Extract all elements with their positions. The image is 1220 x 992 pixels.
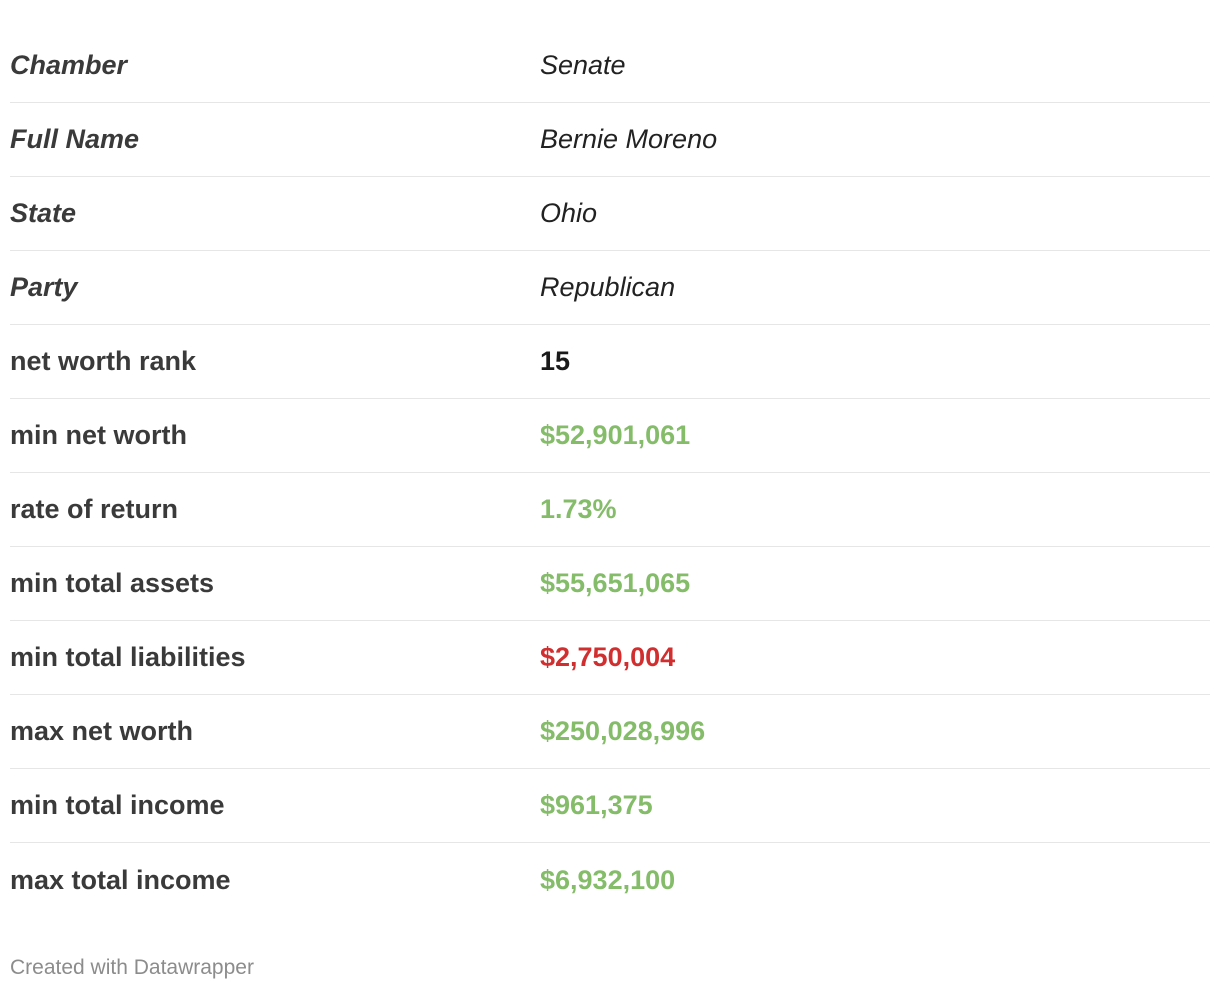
row-label: max net worth: [10, 716, 194, 746]
table-row: rate of return 1.73%: [10, 473, 1210, 547]
table-row: Full Name Bernie Moreno: [10, 103, 1210, 177]
table-row: min total income $961,375: [10, 769, 1210, 843]
table-row: net worth rank 15: [10, 325, 1210, 399]
row-value: Bernie Moreno: [540, 124, 718, 154]
table-row: Party Republican: [10, 251, 1210, 325]
row-label: Full Name: [10, 124, 140, 154]
row-value: Republican: [540, 272, 676, 302]
table-row: min net worth $52,901,061: [10, 399, 1210, 473]
row-value: Senate: [540, 50, 626, 80]
table-row: min total assets $55,651,065: [10, 547, 1210, 621]
row-label: net worth rank: [10, 346, 197, 376]
row-value: 15: [540, 346, 571, 376]
row-label: min total income: [10, 790, 225, 820]
table-row: max net worth $250,028,996: [10, 695, 1210, 769]
table-row: State Ohio: [10, 177, 1210, 251]
table-row: max total income $6,932,100: [10, 843, 1210, 917]
table-row: min total liabilities $2,750,004: [10, 621, 1210, 695]
row-value: $250,028,996: [540, 716, 706, 746]
row-value: $2,750,004: [540, 642, 676, 672]
table-row: Chamber Senate: [10, 29, 1210, 103]
row-label: min net worth: [10, 420, 187, 450]
row-label: Chamber: [10, 50, 128, 80]
row-value: $6,932,100: [540, 864, 676, 895]
footer-credit: Created with Datawrapper: [10, 956, 254, 979]
row-label: min total liabilities: [10, 642, 246, 672]
row-value: 1.73%: [540, 494, 617, 524]
row-value: $961,375: [540, 790, 653, 820]
row-label: Party: [10, 272, 78, 302]
row-value: Ohio: [540, 198, 598, 228]
row-value: $52,901,061: [540, 420, 691, 450]
row-label: min total assets: [10, 568, 215, 598]
row-label: State: [10, 198, 77, 228]
row-label: max total income: [10, 864, 231, 895]
row-label: rate of return: [10, 494, 179, 524]
data-table: Chamber Senate Full Name Bernie Moreno State…: [10, 29, 1210, 917]
row-value: $55,651,065: [540, 568, 691, 598]
